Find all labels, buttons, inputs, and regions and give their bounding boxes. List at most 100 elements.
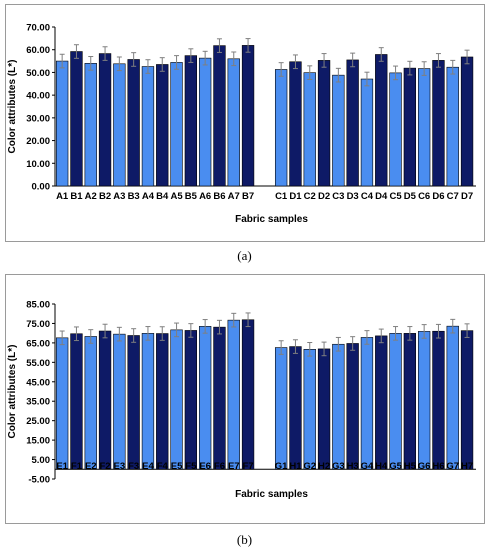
bar: [113, 63, 126, 187]
x-tick-label: F4: [157, 461, 169, 472]
bar: [375, 54, 388, 187]
x-tick-label: H7: [461, 461, 473, 472]
x-tick-label: H3: [347, 461, 359, 472]
y-tick-label: 60.00: [26, 45, 50, 56]
bar: [403, 67, 417, 187]
bar: [141, 333, 155, 470]
y-tick-label: 45.00: [26, 377, 50, 388]
x-tick-label: D5: [404, 191, 417, 202]
bar: [170, 62, 183, 187]
x-tick-label: E7: [228, 461, 240, 472]
x-tick-label: B6: [213, 191, 225, 202]
bar: [303, 72, 316, 187]
y-tick-label: 85.00: [26, 300, 50, 311]
x-tick-label: A2: [85, 191, 97, 202]
x-tick-label: C7: [447, 191, 459, 202]
x-tick-label: D6: [432, 191, 444, 202]
bar: [98, 53, 112, 187]
x-tick-label: E6: [199, 461, 211, 472]
x-tick-label: E1: [56, 461, 68, 472]
x-axis-title: Fabric samples: [235, 214, 308, 225]
bar: [303, 349, 316, 470]
bar: [55, 60, 69, 187]
x-tick-label: C5: [389, 191, 402, 202]
x-tick-label: E3: [114, 461, 126, 472]
x-tick-label: G1: [275, 461, 288, 472]
x-tick-label: B7: [242, 191, 254, 202]
bar: [141, 66, 155, 187]
x-tick-label: G4: [361, 461, 374, 472]
x-tick-label: B2: [99, 191, 111, 202]
y-tick-label: 65.00: [26, 338, 50, 349]
bar: [127, 59, 140, 187]
x-tick-label: C6: [418, 191, 430, 202]
bar: [417, 68, 431, 187]
bar: [446, 325, 459, 470]
x-tick-label: H6: [432, 461, 444, 472]
x-tick-label: G3: [332, 461, 345, 472]
x-tick-label: F5: [185, 461, 197, 472]
chart-panel-b: -5.00 5.00 15.00 25.00 35.00 45.00 55.00 65.00 7…: [0, 272, 489, 550]
bar: [332, 343, 345, 470]
x-tick-label: D3: [347, 191, 359, 202]
x-axis-title: Fabric samples: [235, 489, 308, 500]
bar: [360, 337, 374, 470]
x-tick-label: D4: [375, 191, 388, 202]
chart-panel-a: 0.00 10.00 20.00 30.00 40.00 50.00 60.00 70.00 C…: [0, 0, 489, 272]
y-tick-label: 25.00: [26, 416, 50, 427]
x-tick-label: E2: [85, 461, 97, 472]
bar: [460, 330, 474, 470]
x-tick-label: G5: [389, 461, 402, 472]
x-tick-label: F1: [71, 461, 83, 472]
bar: [274, 69, 288, 187]
bar: [417, 331, 431, 470]
x-tick-label: G2: [303, 461, 316, 472]
bar: [389, 72, 402, 187]
bar: [332, 74, 345, 187]
y-tick-label: 0.00: [32, 182, 51, 193]
x-tick-label: E5: [171, 461, 183, 472]
bar: [213, 326, 226, 470]
x-tick-label: F2: [100, 461, 111, 472]
x-tick-label: H4: [375, 461, 388, 472]
bar: [360, 78, 374, 187]
x-tick-label: C3: [332, 191, 344, 202]
bar: [70, 51, 83, 187]
bar: [317, 348, 331, 470]
bar: [241, 319, 255, 470]
x-tick-label: A3: [113, 191, 125, 202]
bar: [403, 333, 417, 470]
x-tick-label: A4: [142, 191, 155, 202]
caption-b: (b): [236, 532, 253, 547]
bar: [170, 329, 183, 470]
y-tick-label: 55.00: [26, 358, 50, 369]
bar: [460, 56, 474, 187]
x-tick-label: C4: [361, 191, 374, 202]
x-tick-label: F3: [128, 461, 139, 472]
bar: [432, 60, 445, 187]
bar: [446, 66, 459, 187]
bar: [198, 326, 212, 470]
bar: [198, 57, 212, 187]
x-tick-label: B4: [156, 191, 169, 202]
bar: [184, 55, 198, 187]
x-tick-label: C2: [304, 191, 316, 202]
bar: [213, 45, 226, 187]
x-tick-label: H2: [318, 461, 330, 472]
bar: [289, 346, 302, 470]
y-tick-label: 10.00: [26, 159, 50, 170]
y-tick-label: -5.00: [28, 475, 50, 486]
x-tick-label: D7: [461, 191, 473, 202]
x-tick-label: G6: [418, 461, 431, 472]
x-tick-label: A7: [228, 191, 240, 202]
bar: [98, 330, 112, 470]
y-tick-label: 30.00: [26, 113, 50, 124]
y-tick-label: 40.00: [26, 91, 50, 102]
x-tick-label: B3: [128, 191, 140, 202]
bar: [156, 64, 169, 187]
x-tick-label: C1: [275, 191, 288, 202]
x-tick-label: H1: [289, 461, 302, 472]
y-tick-label: 5.00: [32, 455, 51, 466]
x-tick-label: H5: [404, 461, 417, 472]
bar: [227, 58, 240, 187]
